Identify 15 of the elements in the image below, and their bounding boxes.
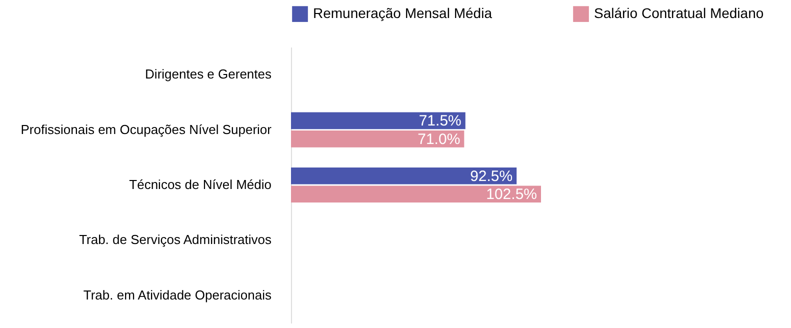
y-tick-label: Profissionais em Ocupações Nível Superior bbox=[20, 122, 272, 137]
y-tick-label: Dirigentes e Gerentes bbox=[145, 66, 272, 82]
y-tick-label: Trab. em Atividade Operacionais bbox=[83, 287, 272, 302]
data-label: 102.5% bbox=[486, 186, 537, 204]
bar bbox=[291, 112, 466, 130]
bar bbox=[291, 167, 517, 184]
data-label: 71.0% bbox=[418, 130, 460, 148]
y-tick-label: Técnicos de Nível Médio bbox=[129, 177, 272, 192]
y-tick-label: Trab. de Serviços Administrativos bbox=[79, 232, 272, 248]
legend-label: Remuneração Mensal Média bbox=[313, 5, 492, 22]
bar bbox=[291, 186, 541, 203]
bar bbox=[291, 130, 464, 148]
legend-label: Salário Contratual Mediano bbox=[594, 5, 764, 22]
data-label: 92.5% bbox=[470, 168, 513, 185]
data-label: 71.5% bbox=[418, 112, 462, 130]
